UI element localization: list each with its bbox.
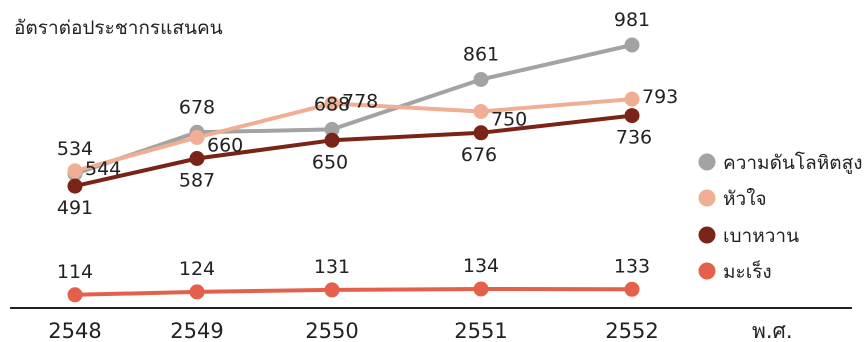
data-label-0-4: 981 bbox=[614, 9, 650, 31]
x-tick-labels: 2548 2549 2550 2551 2552 bbox=[48, 319, 658, 342]
point-2-2 bbox=[324, 132, 340, 148]
point-3-2 bbox=[324, 282, 340, 298]
series-line-2 bbox=[74, 113, 633, 189]
legend-label-1: หัวใจ bbox=[723, 188, 767, 210]
series-line-3 bbox=[74, 287, 633, 297]
data-label-2-1: 587 bbox=[179, 170, 215, 192]
x-tick-label-2548: 2548 bbox=[48, 319, 101, 342]
data-label-2-4: 736 bbox=[616, 127, 652, 149]
point-3-1 bbox=[189, 284, 205, 300]
x-tick-label-2550: 2550 bbox=[305, 319, 358, 342]
data-label-0-2: 688 bbox=[314, 93, 350, 115]
data-label-1-2: 778 bbox=[342, 91, 378, 113]
point-1-1 bbox=[189, 130, 205, 145]
data-label-1-1: 660 bbox=[207, 135, 243, 157]
data-label-0-0: 534 bbox=[57, 138, 93, 160]
x-tick-label-2552: 2552 bbox=[605, 319, 658, 342]
point-3-4 bbox=[624, 281, 640, 297]
point-3-3 bbox=[473, 281, 489, 297]
point-1-2 bbox=[324, 96, 340, 111]
data-label-3-0: 114 bbox=[57, 261, 93, 283]
x-tick-label-2549: 2549 bbox=[170, 319, 223, 342]
legend-label-0: ความดันโลหิตสูง bbox=[723, 151, 863, 174]
point-1-0 bbox=[67, 163, 83, 179]
point-0-4 bbox=[624, 37, 640, 53]
series-points bbox=[67, 37, 640, 303]
legend-marker-2 bbox=[698, 226, 716, 244]
point-1-3 bbox=[473, 104, 489, 119]
data-label-0-1: 678 bbox=[179, 96, 215, 118]
data-label-3-4: 133 bbox=[614, 255, 650, 277]
legend-marker-0 bbox=[698, 153, 716, 171]
point-0-2 bbox=[324, 121, 340, 137]
data-label-3-1: 124 bbox=[179, 258, 215, 280]
data-label-0-3: 861 bbox=[463, 44, 499, 66]
y-axis-label: อัตราต่อประชากรแสนคน bbox=[14, 17, 223, 39]
x-axis-label: พ.ศ. bbox=[752, 319, 793, 342]
point-2-1 bbox=[189, 151, 205, 166]
point-1-4 bbox=[624, 91, 640, 107]
data-label-3-2: 131 bbox=[314, 256, 350, 278]
legend-label-3: มะเร็ง bbox=[723, 259, 772, 283]
data-label-2-0: 491 bbox=[57, 197, 93, 219]
legend-label-2: เบาหวาน bbox=[723, 225, 799, 247]
data-label-2-2: 650 bbox=[312, 151, 348, 173]
data-label-1-3: 750 bbox=[491, 109, 527, 131]
point-0-3 bbox=[473, 72, 489, 87]
legend-marker-1 bbox=[698, 189, 716, 207]
point-3-0 bbox=[67, 287, 83, 303]
legend-marker-3 bbox=[698, 262, 716, 280]
series-lines bbox=[74, 43, 633, 297]
data-label-1-0: 544 bbox=[85, 158, 121, 180]
point-2-4 bbox=[624, 108, 640, 124]
point-2-0 bbox=[67, 178, 83, 194]
x-tick-label-2551: 2551 bbox=[454, 319, 507, 342]
data-label-3-3: 134 bbox=[463, 255, 499, 277]
data-labels: 534 678 688 861 981 544 660 778 750 793 491 587 650 6… bbox=[57, 9, 678, 283]
data-label-1-4: 793 bbox=[642, 86, 678, 108]
point-2-3 bbox=[473, 125, 489, 141]
data-label-2-3: 676 bbox=[461, 144, 497, 166]
